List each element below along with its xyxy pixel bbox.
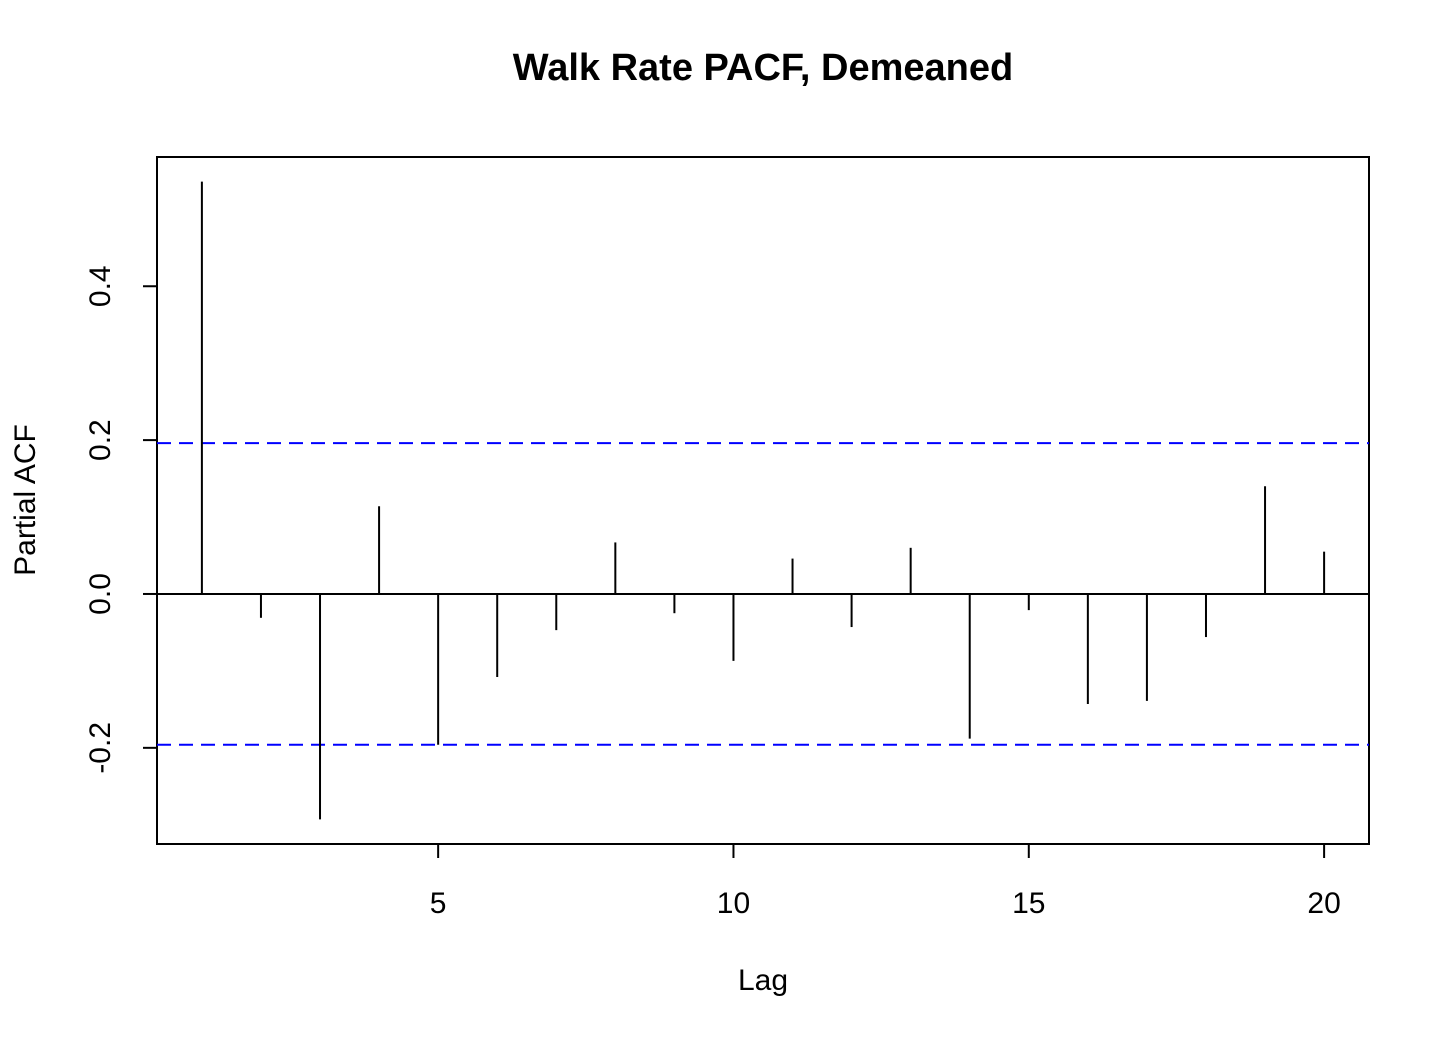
y-axis: -0.2 0.0 0.2 0.4 [84,265,157,774]
x-tick-label: 15 [1012,887,1045,920]
x-tick-label: 10 [717,887,750,920]
y-tick-label: 0.0 [84,573,117,615]
x-axis: 5 10 15 20 [430,844,1341,920]
y-tick-label: 0.4 [84,265,117,307]
x-tick-label: 5 [430,887,447,920]
x-axis-label: Lag [738,964,788,997]
x-tick-label: 20 [1307,887,1340,920]
y-tick-label: 0.2 [84,419,117,461]
plot-frame [156,156,1370,845]
y-axis-label: Partial ACF [9,424,42,576]
y-tick-label: -0.2 [84,722,117,774]
chart-title: Walk Rate PACF, Demeaned [513,47,1013,89]
pacf-marks [157,181,1369,820]
